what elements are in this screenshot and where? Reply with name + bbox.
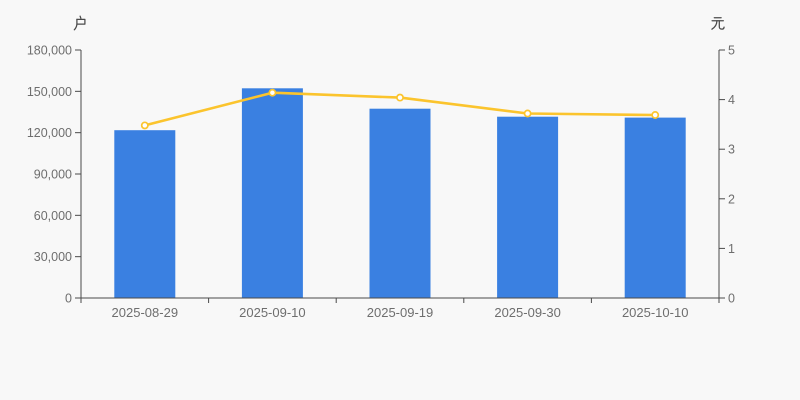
right-axis-tick-label: 0 [728,292,735,306]
right-axis-tick-label: 4 [728,93,735,107]
left-axis-tick-label: 0 [65,292,72,306]
right-axis-tick-label: 2 [728,192,735,206]
bar [369,108,431,298]
data-point-marker [651,111,660,119]
x-axis-category-label: 2025-10-10 [622,305,689,320]
data-point-marker [140,121,149,130]
right-axis-tick-label: 1 [728,242,735,256]
x-axis-category-label: 2025-09-19 [367,305,434,320]
x-axis-category-label: 2025-09-10 [239,305,306,320]
bar [114,130,176,298]
left-axis-tick-label: 180,000 [27,44,72,58]
left-axis-tick-label: 150,000 [27,85,72,99]
right-axis-unit-yuan-icon [711,17,725,30]
bar [624,117,686,298]
bar [497,116,559,298]
left-axis-tick-label: 60,000 [34,209,72,223]
bar [241,88,303,298]
left-axis-unit-hu-icon [73,15,86,31]
x-axis-category-label: 2025-09-30 [494,305,561,320]
data-point-marker [396,93,404,102]
left-axis-tick-label: 120,000 [27,126,72,140]
right-axis-tick-label: 3 [728,143,735,157]
left-axis-tick-label: 90,000 [34,168,72,182]
x-axis-category-label: 2025-08-29 [112,305,179,320]
left-axis-tick-label: 30,000 [34,250,72,264]
data-point-marker [268,88,277,97]
data-point-marker [523,109,532,118]
right-axis-tick-label: 5 [728,44,735,58]
